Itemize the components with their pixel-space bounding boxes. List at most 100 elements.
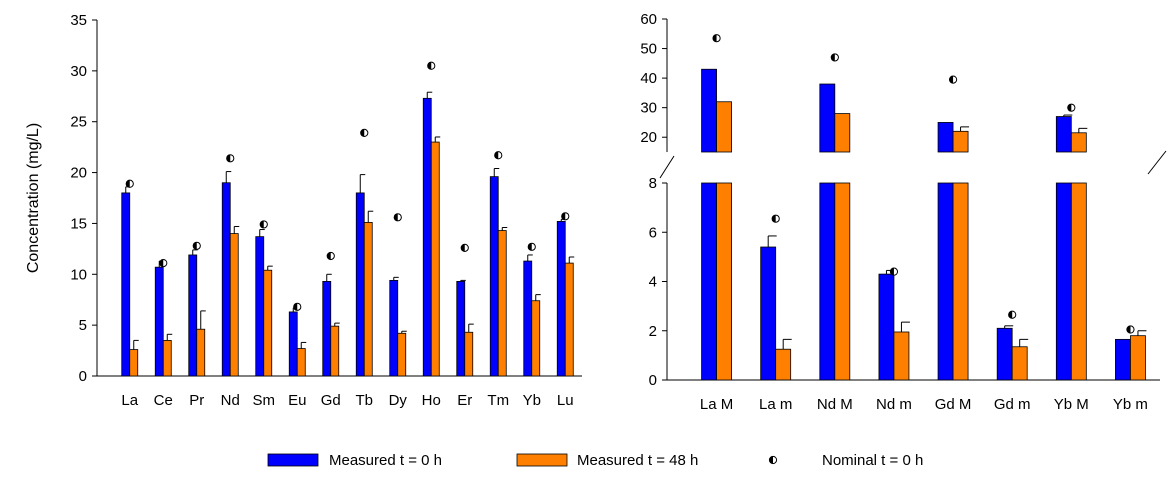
nominal-marker-gd-m: [948, 75, 958, 84]
bar-measured-0h-la-m-upper: [701, 68, 717, 153]
nominal-marker-lu: [561, 212, 570, 221]
bar-measured-48h-tm: [497, 230, 507, 377]
bar-measured-48h-pr: [196, 328, 206, 377]
bar-measured-48h-lu: [564, 262, 574, 377]
bar-measured-48h-la-m-lower: [716, 182, 732, 381]
x-tick-label: La m: [759, 396, 792, 413]
bar-measured-48h-tb: [363, 222, 373, 377]
bar-measured-0h-pr: [188, 254, 198, 377]
x-tick-label: Gd M: [935, 396, 972, 413]
bar-measured-0h-dy: [389, 279, 399, 377]
y-tick-label: 30: [70, 63, 87, 80]
y-tick-label: 20: [70, 165, 87, 182]
nominal-marker-ho: [427, 61, 436, 70]
bar-measured-48h-nd-m-upper: [834, 113, 851, 153]
lower-y-tick-label: 2: [649, 323, 657, 340]
nominal-marker-lu-fill: [561, 212, 566, 220]
nominal-marker-eu: [293, 302, 302, 311]
right-broken-axis-bar-chart: 0 2 4 6 8 20 30 40 50 60 La M La m Nd M Nd m Gd M Gd m Y…: [640, 11, 1167, 413]
upper-y-tick-label: 40: [640, 70, 657, 87]
nominal-marker-ho-fill: [427, 62, 432, 70]
bar-measured-0h-la-m-lower: [701, 182, 717, 381]
bar-measured-0h-tm: [489, 176, 499, 377]
bar-measured-0h-yb: [523, 260, 533, 377]
bar-measured-48h-dy: [397, 332, 407, 377]
bar-measured-0h-yb-m-upper: [1055, 116, 1072, 153]
bar-measured-48h-la-m: [775, 348, 792, 381]
bar-measured-48h-nd-m-lower: [834, 182, 851, 381]
x-tick-label: Gd m: [994, 396, 1031, 413]
x-tick-label: Pr: [189, 392, 204, 409]
nominal-marker-dy: [393, 213, 402, 222]
x-tick-label: Yb: [523, 392, 541, 409]
bar-measured-0h-nd: [221, 182, 231, 377]
bar-measured-0h-tb: [355, 192, 365, 377]
bar-measured-0h-gd-m: [996, 327, 1013, 381]
nominal-marker-pr: [192, 241, 201, 250]
nominal-marker-la-m-fill: [772, 215, 776, 223]
nominal-marker-ce: [159, 258, 168, 268]
bar-measured-48h-eu: [296, 348, 306, 377]
nominal-marker-la-fill: [126, 180, 130, 188]
nominal-marker-nd-fill: [226, 154, 231, 162]
x-tick-label: Eu: [288, 392, 306, 409]
bar-measured-48h-gd: [330, 325, 340, 377]
nominal-marker-eu-fill: [293, 303, 298, 311]
legend-swatch-1: [516, 453, 568, 467]
nominal-marker-yb: [527, 242, 536, 251]
bar-measured-0h-er: [456, 281, 466, 377]
x-tick-label: Ho: [422, 392, 441, 409]
bar-measured-0h-nd-m: [878, 273, 895, 381]
x-tick-label: Nd m: [876, 396, 912, 413]
x-tick-label: Tb: [355, 392, 373, 409]
bar-measured-0h-sm: [255, 236, 265, 377]
axis-break-right: [1147, 150, 1167, 175]
bar-measured-48h-yb-m-upper: [1070, 132, 1087, 153]
bar-measured-0h-nd-m-lower: [819, 182, 836, 381]
nominal-marker-ce-fill: [159, 259, 164, 267]
x-tick-label: Gd: [321, 392, 341, 409]
y-tick-label: 15: [70, 215, 87, 232]
y-axis-label: Concentration (mg/L): [25, 123, 42, 273]
nominal-marker-yb-m-fill: [1126, 325, 1131, 334]
legend-swatch-0: [267, 453, 319, 467]
legend: Measured t = 0 h Measured t = 48 h Nominal…: [267, 452, 923, 469]
upper-y-tick-label: 30: [640, 100, 657, 117]
nominal-marker-yb-fill: [528, 243, 532, 251]
bar-measured-0h-la-m: [760, 246, 777, 381]
nominal-marker-gd-m: [1008, 310, 1017, 319]
bar-measured-48h-gd-m-lower: [952, 182, 969, 381]
bar-measured-48h-nd: [229, 233, 239, 377]
nominal-marker-gd: [326, 251, 335, 261]
nominal-marker-yb-m: [1067, 103, 1076, 112]
nominal-marker-tm: [494, 151, 503, 160]
bar-measured-0h-eu: [288, 311, 298, 377]
nominal-marker-la-m-fill: [712, 34, 717, 42]
bar-measured-0h-gd: [322, 281, 332, 377]
nominal-marker-la-m: [771, 214, 780, 223]
lower-y-tick-label: 6: [649, 224, 657, 241]
lower-y-tick-label: 0: [649, 372, 657, 389]
bar-measured-48h-ce: [162, 339, 172, 377]
lower-y-tick-label: 4: [649, 274, 657, 291]
x-tick-label: Tm: [487, 392, 509, 409]
bar-measured-48h-gd-m-upper: [952, 130, 969, 153]
bar-measured-0h-yb-m-lower: [1055, 182, 1072, 381]
x-tick-label: La M: [700, 396, 733, 413]
nominal-marker-gd-m-fill: [949, 75, 954, 84]
nominal-marker-pr-fill: [193, 242, 197, 250]
legend-label-1: Measured t = 48 h: [577, 452, 698, 469]
bar-measured-0h-yb-m: [1115, 338, 1131, 381]
bar-measured-48h-la-m-upper: [716, 101, 732, 153]
bar-measured-0h-la: [121, 192, 131, 377]
legend-label-0: Measured t = 0 h: [329, 452, 442, 469]
legend-label-2: Nominal t = 0 h: [822, 452, 923, 469]
nominal-marker-gd-m-fill: [1008, 311, 1013, 319]
bar-measured-48h-ho: [430, 141, 440, 377]
left-bar-chart: Concentration (mg/L) 0 5 10 15 20 25 30 35 La Ce Pr…: [25, 12, 582, 409]
x-tick-label: Nd: [221, 392, 240, 409]
x-tick-label: Lu: [557, 392, 574, 409]
nominal-marker-sm-fill: [260, 220, 264, 229]
x-tick-label: Dy: [389, 392, 408, 409]
